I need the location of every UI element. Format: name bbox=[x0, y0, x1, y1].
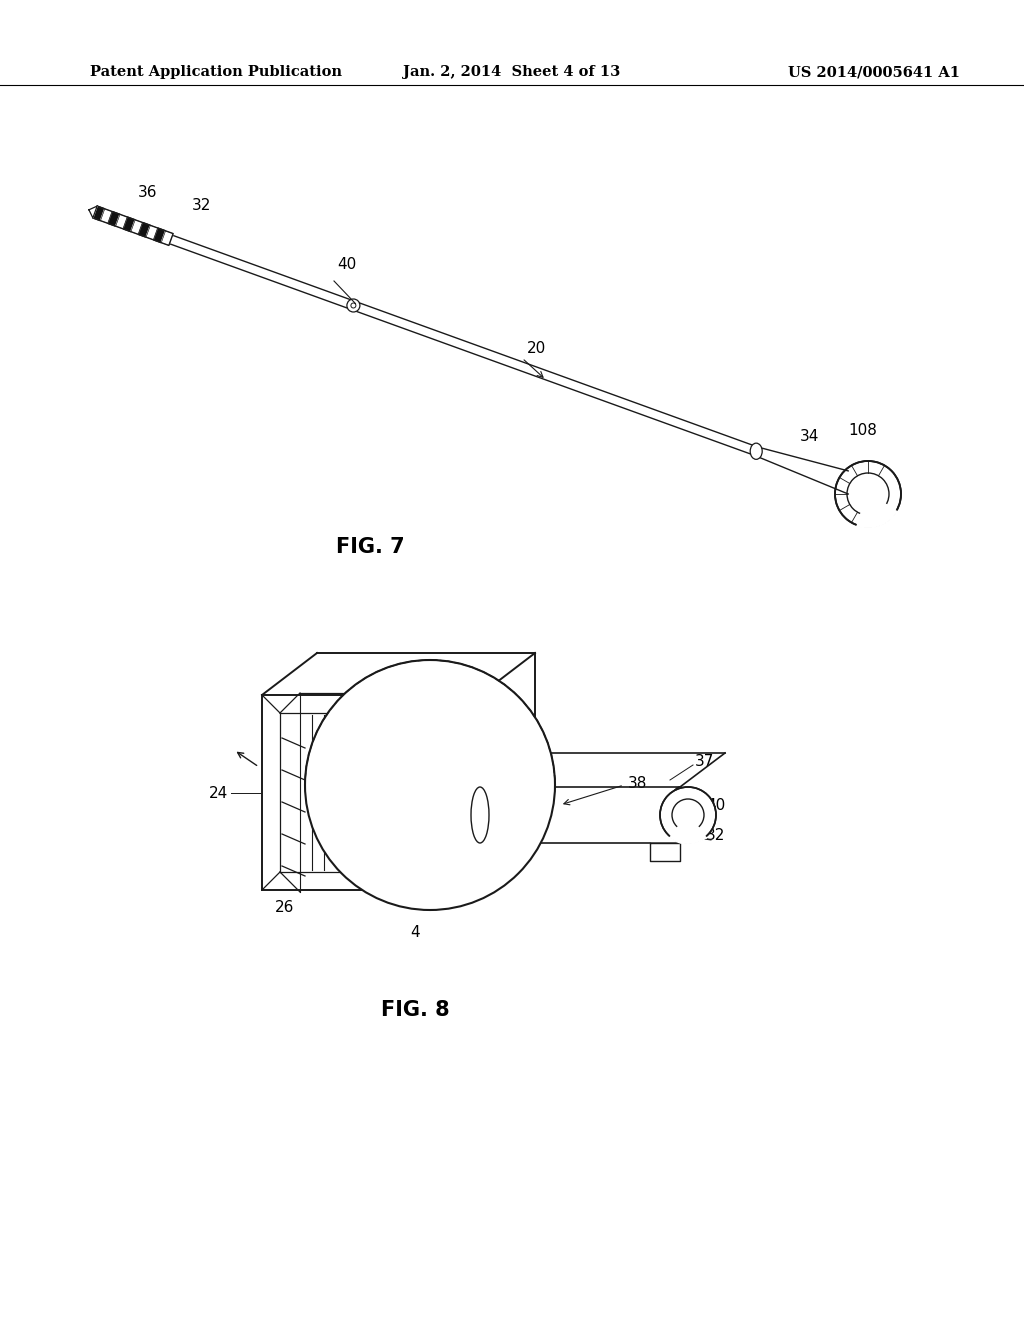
Circle shape bbox=[305, 660, 555, 909]
Text: 26: 26 bbox=[275, 900, 295, 915]
Text: 37: 37 bbox=[695, 755, 715, 770]
Text: 108: 108 bbox=[848, 422, 877, 438]
Polygon shape bbox=[131, 220, 142, 235]
Circle shape bbox=[347, 300, 359, 312]
Polygon shape bbox=[146, 226, 158, 240]
Polygon shape bbox=[100, 209, 113, 223]
Polygon shape bbox=[109, 211, 120, 226]
Text: FIG. 8: FIG. 8 bbox=[381, 1001, 450, 1020]
Text: 40: 40 bbox=[337, 257, 356, 272]
Polygon shape bbox=[123, 216, 135, 232]
Polygon shape bbox=[138, 223, 151, 238]
Polygon shape bbox=[161, 231, 173, 246]
Text: 4: 4 bbox=[411, 925, 420, 940]
Text: FIG. 7: FIG. 7 bbox=[336, 537, 404, 557]
Text: 36: 36 bbox=[138, 185, 158, 201]
Text: 34: 34 bbox=[800, 429, 819, 444]
Ellipse shape bbox=[669, 787, 691, 843]
Text: 32: 32 bbox=[193, 198, 211, 213]
Wedge shape bbox=[670, 814, 707, 843]
Text: 32: 32 bbox=[706, 829, 725, 843]
Text: Patent Application Publication: Patent Application Publication bbox=[90, 65, 342, 79]
Text: Jan. 2, 2014  Sheet 4 of 13: Jan. 2, 2014 Sheet 4 of 13 bbox=[403, 65, 621, 79]
Circle shape bbox=[835, 461, 901, 527]
Polygon shape bbox=[116, 214, 128, 228]
Text: 38: 38 bbox=[628, 776, 647, 791]
Polygon shape bbox=[89, 206, 97, 218]
Text: 24: 24 bbox=[209, 785, 228, 800]
Polygon shape bbox=[93, 206, 104, 220]
Ellipse shape bbox=[751, 444, 762, 459]
Ellipse shape bbox=[471, 787, 489, 843]
Text: US 2014/0005641 A1: US 2014/0005641 A1 bbox=[788, 65, 961, 79]
Text: 20: 20 bbox=[527, 341, 546, 356]
Polygon shape bbox=[154, 228, 166, 243]
Text: 40: 40 bbox=[706, 797, 725, 813]
Wedge shape bbox=[856, 494, 897, 528]
Polygon shape bbox=[650, 843, 680, 861]
Circle shape bbox=[660, 787, 716, 843]
Circle shape bbox=[672, 799, 705, 832]
Polygon shape bbox=[162, 232, 765, 458]
